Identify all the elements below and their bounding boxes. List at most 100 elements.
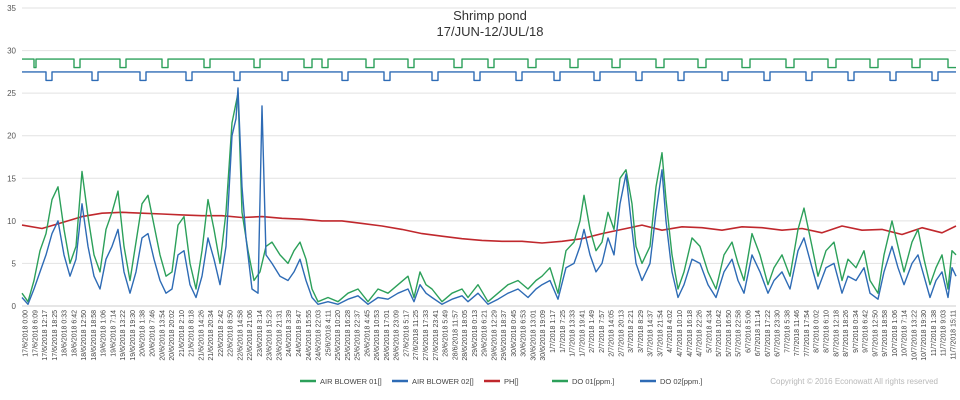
x-tick-label: 8/7/2018 12:18 [833, 310, 840, 357]
x-tick-label: 30/6/2018 19:09 [540, 310, 547, 361]
x-tick-label: 2/7/2018 20:13 [618, 310, 625, 357]
x-tick-label: 9/7/2018 18:58 [882, 310, 889, 357]
x-tick-label: 7/7/2018 17:54 [804, 310, 811, 357]
x-tick-label: 27/6/2018 23:41 [433, 310, 440, 361]
x-tick-label: 24/6/2018 9:47 [296, 310, 303, 357]
x-tick-label: 4/7/2018 16:18 [687, 310, 694, 357]
legend: AIR BLOWER 01[] AIR BLOWER 02[] PH[] DO 01[… [300, 377, 703, 386]
legend-label: DO 02[ppm.] [660, 377, 703, 386]
y-tick-label: 10 [7, 217, 16, 226]
x-tick-label: 4/7/2018 10:10 [677, 310, 684, 357]
x-tick-label: 22/6/2018 14:58 [237, 310, 244, 361]
x-tick-label: 20/6/2018 7:46 [150, 310, 157, 357]
x-tick-label: 9/7/2018 12:50 [872, 310, 879, 357]
y-tick-label: 15 [7, 174, 16, 183]
x-tick-label: 26/6/2018 4:45 [364, 310, 371, 357]
x-tick-label: 20/6/2018 13:54 [159, 310, 166, 361]
x-tick-label: 17/6/2018 18:25 [52, 310, 59, 361]
x-tick-label: 6/7/2018 23:30 [775, 310, 782, 357]
x-tick-label: 4/7/2018 22:26 [697, 310, 704, 357]
x-tick-label: 5/7/2018 4:34 [706, 310, 713, 353]
x-tick-label: 21/6/2018 14:26 [198, 310, 205, 361]
x-tick-label: 23/6/2018 15:23 [267, 310, 274, 361]
x-tick-label: 10/7/2018 13:22 [911, 310, 918, 361]
x-tick-label: 19/6/2018 7:14 [110, 310, 117, 357]
x-tick-label: 17/6/2018 12:17 [42, 310, 49, 361]
legend-label: DO 01[ppm.] [572, 377, 615, 386]
x-tick-label: 24/6/2018 3:39 [286, 310, 293, 357]
y-tick-label: 35 [7, 4, 16, 13]
x-tick-label: 23/6/2018 3:14 [257, 310, 264, 357]
x-tick-label: 2/7/2018 1:49 [589, 310, 596, 353]
legend-item-3: DO 01[ppm.] [552, 377, 615, 386]
x-tick-label: 25/6/2018 4:11 [325, 310, 332, 356]
x-tick-label: 5/7/2018 16:50 [726, 310, 733, 357]
x-tick-label: 8/7/2018 0:02 [814, 310, 821, 353]
x-tick-label: 19/6/2018 1:06 [101, 310, 108, 357]
x-tick-label: 27/6/2018 5:17 [404, 310, 411, 357]
x-tick-label: 24/6/2018 22:03 [316, 310, 323, 361]
x-tick-label: 25/6/2018 10:20 [335, 310, 342, 361]
legend-item-1: AIR BLOWER 02[] [392, 377, 474, 386]
series-line-2 [21, 211, 957, 244]
x-tick-label: 22/6/2018 21:06 [247, 310, 254, 361]
x-tick-label: 22/6/2018 8:50 [228, 310, 235, 357]
x-tick-label: 11/7/2018 15:11 [951, 310, 958, 360]
x-tick-label: 28/6/2018 5:49 [443, 310, 450, 357]
x-tick-label: 30/6/2018 13:01 [531, 310, 538, 361]
y-axis: 0 5 10 15 20 25 30 35 [7, 4, 16, 311]
y-tick-label: 30 [7, 47, 16, 56]
x-tick-label: 3/7/2018 21:54 [657, 310, 664, 357]
x-tick-label: 6/7/2018 17:22 [765, 310, 772, 357]
x-tick-label: 1/7/2018 19:41 [579, 310, 586, 357]
x-tick-label: 24/6/2018 15:55 [306, 310, 313, 361]
gridlines [22, 7, 956, 307]
series-line-3 [21, 92, 957, 303]
x-tick-label: 20/6/2018 20:02 [169, 310, 176, 361]
x-tick-label: 3/7/2018 8:29 [638, 310, 645, 353]
series-line-1 [22, 71, 956, 82]
x-tick-label: 1/7/2018 1:17 [550, 310, 557, 353]
x-tick-label: 26/6/2018 17:01 [384, 310, 391, 361]
x-tick-label: 18/6/2018 0:33 [62, 310, 69, 357]
x-tick-label: 18/6/2018 12:50 [81, 310, 88, 361]
x-tick-label: 29/6/2018 6:21 [482, 310, 489, 357]
legend-label: AIR BLOWER 02[] [412, 377, 474, 386]
x-tick-label: 9/7/2018 0:34 [853, 310, 860, 353]
x-tick-label: 23/6/2018 21:31 [277, 310, 284, 361]
x-tick-label: 10/7/2018 19:30 [921, 310, 928, 361]
chart-subtitle: 17/JUN-12/JUL/18 [437, 24, 544, 39]
x-tick-label: 17/6/2018 6:09 [32, 310, 39, 357]
x-tick-label: 25/6/2018 16:28 [345, 310, 352, 361]
legend-label: AIR BLOWER 01[] [320, 377, 382, 386]
x-tick-label: 1/7/2018 13:33 [570, 310, 577, 357]
x-tick-label: 20/6/2018 1:38 [140, 310, 147, 357]
x-tick-label: 27/6/2018 17:33 [423, 310, 430, 361]
x-tick-label: 29/6/2018 18:37 [501, 310, 508, 361]
x-tick-label: 10/7/2018 1:06 [892, 310, 899, 357]
legend-label: PH[] [504, 377, 519, 386]
x-tick-label: 10/7/2018 7:14 [902, 310, 909, 357]
x-tick-label: 7/7/2018 5:38 [784, 310, 791, 353]
x-tick-label: 19/6/2018 19:30 [130, 310, 137, 361]
x-tick-label: 28/6/2018 18:05 [462, 310, 469, 361]
x-tick-label: 6/7/2018 11:14 [755, 310, 762, 356]
x-tick-label: 3/7/2018 2:21 [628, 310, 635, 353]
x-tick-label: 8/7/2018 6:10 [824, 310, 831, 353]
x-tick-label: 30/6/2018 0:45 [511, 310, 518, 357]
y-tick-label: 20 [7, 132, 16, 141]
x-tick-label: 17/6/2018 0:00 [23, 310, 30, 357]
legend-item-4: DO 02[ppm.] [640, 377, 703, 386]
x-tick-label: 25/6/2018 22:37 [355, 310, 362, 361]
x-tick-label: 21/6/2018 20:34 [208, 310, 215, 361]
x-tick-label: 19/6/2018 13:22 [120, 310, 127, 361]
x-tick-label: 29/6/2018 0:13 [472, 310, 479, 357]
x-tick-label: 28/6/2018 11:57 [452, 310, 459, 360]
series-line-0 [22, 58, 956, 69]
x-tick-label: 27/6/2018 11:25 [413, 310, 420, 360]
x-tick-label: 5/7/2018 22:58 [736, 310, 743, 357]
x-tick-label: 26/6/2018 10:53 [374, 310, 381, 361]
x-axis: 17/6/2018 0:00 17/6/2018 6:09 17/6/2018 12… [22, 305, 958, 361]
x-tick-label: 22/6/2018 2:42 [218, 310, 225, 357]
